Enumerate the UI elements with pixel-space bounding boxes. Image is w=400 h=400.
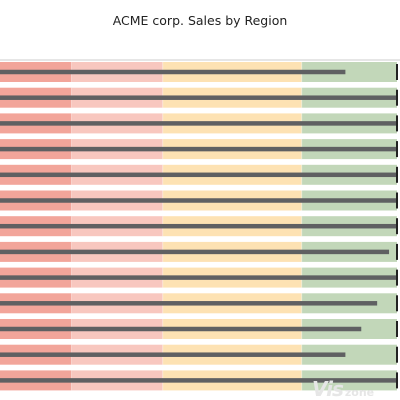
bullet-row: [0, 267, 400, 291]
chart-title: ACME corp. Sales by Region: [112, 13, 288, 28]
measure-bar: [0, 275, 397, 280]
measure-bar: [0, 223, 397, 229]
watermark-text-primary: Vis: [312, 377, 344, 400]
bullet-row: [0, 113, 400, 137]
measure-bar: [0, 172, 397, 178]
bullet-row: [0, 139, 400, 163]
range-band-4: [301, 344, 397, 365]
bullet-row: [0, 370, 400, 394]
bullet-row: [0, 164, 400, 189]
measure-bar: [0, 198, 397, 203]
bullet-row: [0, 319, 400, 343]
bullet-row: [0, 241, 400, 266]
measure-bar: [0, 121, 397, 126]
measure-bar: [0, 146, 397, 152]
bullet-row: [0, 344, 400, 368]
watermark-logo: Vis zone: [312, 375, 374, 399]
bullet-row: [0, 62, 400, 86]
range-band-4: [301, 62, 397, 82]
measure-bar: [0, 301, 378, 306]
measure-bar: [0, 69, 346, 75]
bullet-row: [0, 87, 400, 111]
bullet-row: [0, 216, 400, 240]
measure-bar: [0, 95, 397, 100]
measure-bar: [0, 249, 390, 255]
measure-bar: [0, 378, 397, 383]
measure-bar: [0, 352, 346, 357]
bullet-row: [0, 190, 400, 214]
measure-bar: [0, 326, 362, 332]
watermark-text-secondary: zone: [344, 386, 375, 399]
bullet-row: [0, 293, 400, 317]
